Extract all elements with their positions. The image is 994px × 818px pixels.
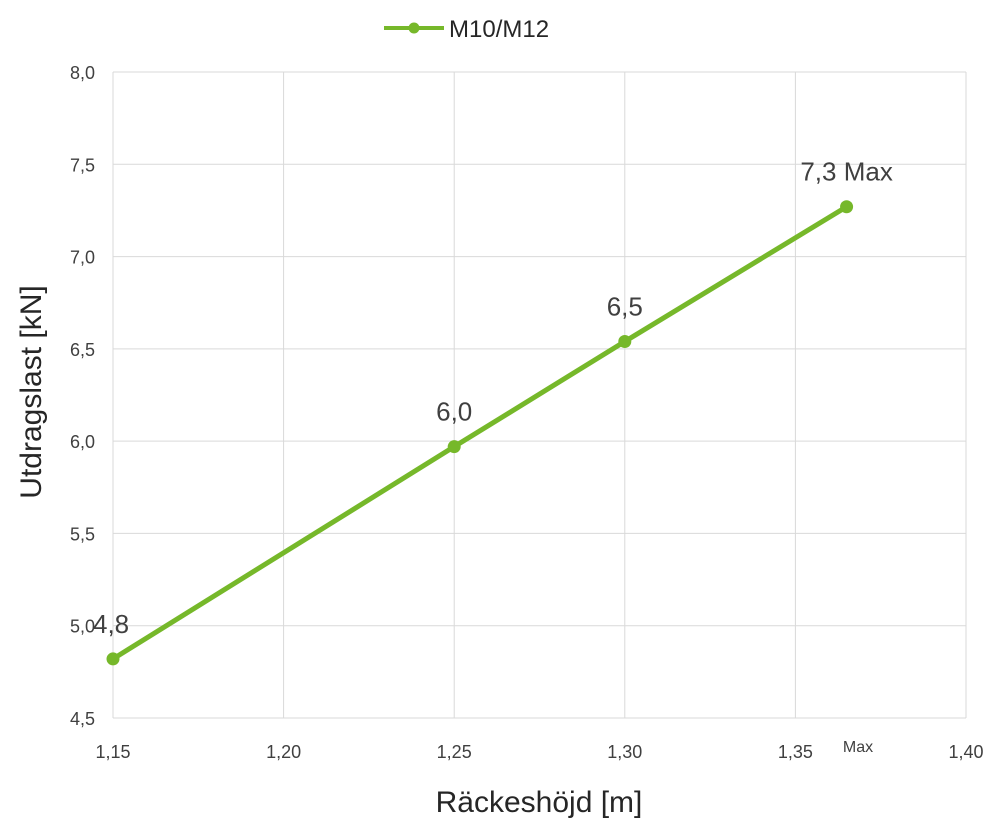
legend: M10/M12 [384,16,549,43]
data-point [840,200,854,214]
y-tick-label: 6,5 [70,340,95,360]
x-tick-label: 1,20 [266,742,301,762]
y-tick-label: 5,5 [70,524,95,544]
x-axis-max-annotation: Max [843,739,873,756]
y-tick-label: 4,5 [70,709,95,729]
y-tick-label: 5,0 [70,617,95,637]
y-tick-label: 8,0 [70,63,95,83]
data-point [447,440,461,454]
y-tick-label: 6,0 [70,432,95,452]
x-tick-label: 1,25 [437,742,472,762]
data-label: 6,0 [436,397,472,427]
data-labels: 4,8 6,0 6,5 7,3 Max [93,157,893,639]
x-tick-label: 1,15 [95,742,130,762]
x-axis-title: Räckeshöjd [m] [436,786,643,818]
legend-point-marker [408,22,420,34]
gridlines [112,71,967,719]
data-point [106,652,120,666]
x-tick-label: 1,30 [607,742,642,762]
legend-label-m10-m12: M10/M12 [449,16,549,43]
series-line [110,204,850,662]
data-label: 7,3 Max [800,157,893,187]
x-tick-label: 1,40 [948,742,983,762]
x-tick-label: 1,35 [778,742,813,762]
x-tick-labels: 1,15 1,20 1,25 1,30 1,35 1,40 [95,742,983,762]
y-tick-label: 7,5 [70,155,95,175]
y-tick-label: 7,0 [70,248,95,268]
y-tick-labels: 4,5 5,0 5,5 6,0 6,5 7,0 7,5 8,0 [70,63,95,729]
data-label: 4,8 [93,609,129,639]
y-axis-title: Utdragslast [kN] [15,285,48,498]
data-point [618,334,632,348]
data-label: 6,5 [607,291,643,321]
series-group [106,200,854,666]
